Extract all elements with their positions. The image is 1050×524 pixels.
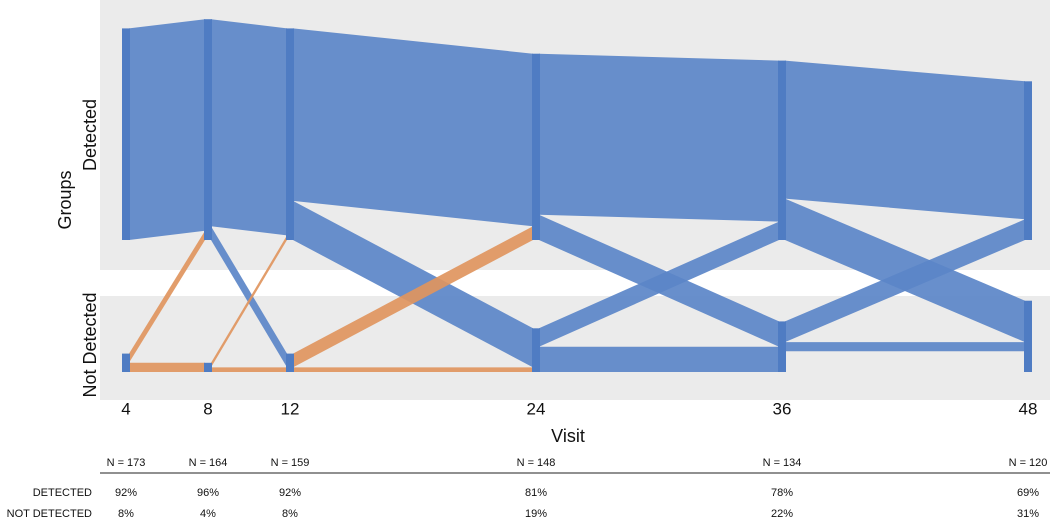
percent-label: 96% [197,487,219,499]
group-label: Detected [80,99,100,171]
flow [129,230,205,363]
flow [785,342,1025,352]
n-label: N = 164 [189,457,228,469]
percent-label: 31% [1017,508,1039,519]
n-label: N = 159 [271,457,310,469]
flow [539,221,779,347]
node [122,353,130,372]
node [1024,300,1032,372]
node [1024,81,1032,240]
percent-label: 4% [200,508,216,519]
table-row-label: DETECTED [33,487,92,499]
percent-label: 19% [525,508,547,519]
flow [293,367,533,372]
node [204,362,212,372]
x-tick-label: 48 [1019,399,1038,418]
n-label: N = 148 [517,457,556,469]
percent-label: 22% [771,508,793,519]
node [532,328,540,372]
node [122,28,130,241]
flow [539,346,779,372]
percent-label: 69% [1017,487,1039,499]
percent-label: 78% [771,487,793,499]
node [778,60,786,240]
node [286,28,294,241]
n-label: N = 120 [1009,457,1048,469]
percent-label: 8% [118,508,134,519]
node [204,19,212,241]
node [532,53,540,241]
flow [293,226,533,368]
x-tick-label: 8 [203,399,212,418]
x-tick-label: 36 [773,399,792,418]
flow [129,362,205,372]
y-axis-label: Groups [55,170,75,229]
percent-label: 92% [115,487,137,499]
flow [293,200,533,368]
flow [785,60,1025,220]
node [286,353,294,372]
flow [129,19,205,241]
n-label: N = 134 [763,457,802,469]
node [778,321,786,372]
x-tick-label: 4 [121,399,130,418]
x-tick-label: 12 [281,399,300,418]
flow [293,28,533,227]
table-row-label: NOT DETECTED [7,508,92,519]
flow [785,219,1025,343]
x-tick-label: 24 [527,399,546,418]
flow [211,19,287,236]
group-label: Not Detected [80,292,100,397]
x-axis-label: Visit [551,426,585,446]
flow [211,235,287,368]
flow [539,53,779,222]
n-label: N = 173 [107,457,146,469]
flow [211,367,287,372]
percent-label: 8% [282,508,298,519]
percent-label: 81% [525,487,547,499]
flow [211,226,287,368]
percent-label: 92% [279,487,301,499]
